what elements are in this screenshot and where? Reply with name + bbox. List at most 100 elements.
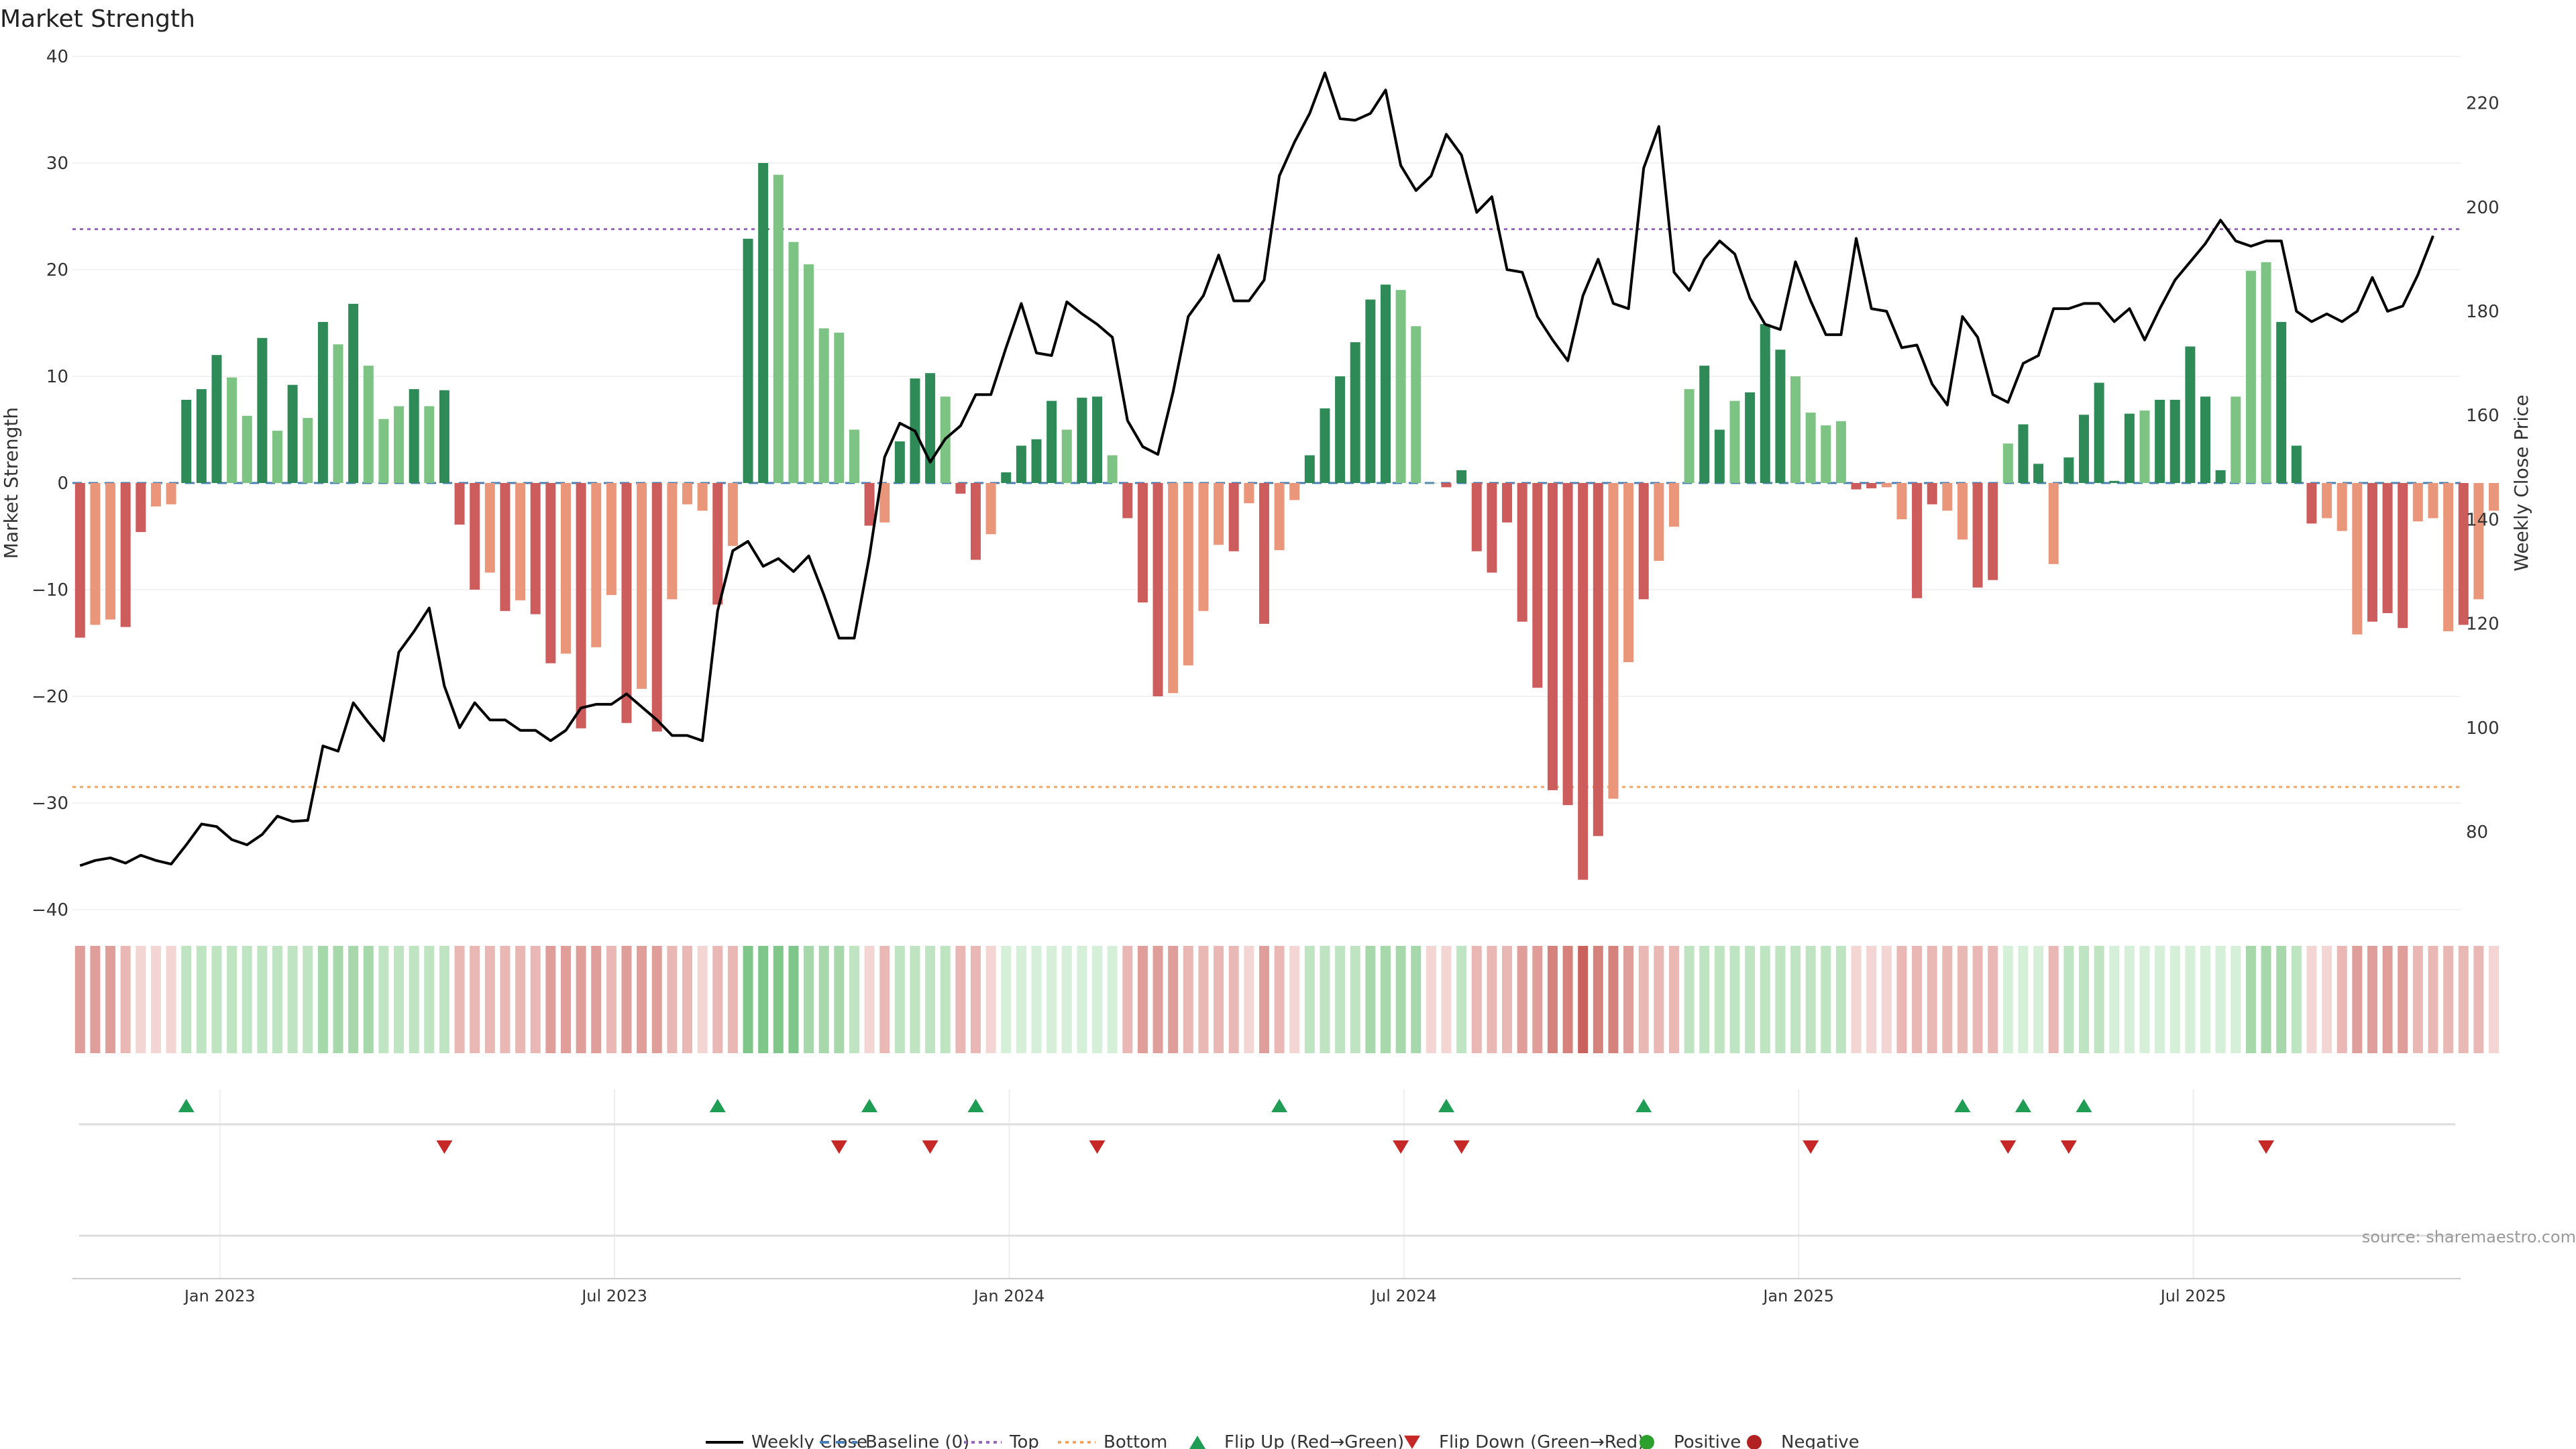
band-cell: [2382, 946, 2393, 1053]
band-cell: [834, 946, 845, 1053]
left-tick-label: 30: [46, 154, 68, 174]
strength-bar: [2139, 410, 2150, 483]
band-cell: [1972, 946, 1983, 1053]
left-tick-label: −40: [32, 900, 68, 920]
right-tick-label: 140: [2466, 510, 2500, 530]
strength-bar: [2337, 483, 2347, 531]
legend-icon-dot: [1640, 1435, 1654, 1449]
strength-bar: [1623, 483, 1634, 663]
strength-bar: [955, 483, 966, 494]
strength-bar: [272, 431, 283, 483]
band-cell: [1835, 946, 1846, 1053]
band-cell: [1395, 946, 1406, 1053]
strength-bar: [1638, 483, 1649, 600]
strength-bar: [136, 483, 146, 533]
legend-icon-triangle-up: [1189, 1436, 1205, 1449]
legend-item: Flip Down (Green→Red): [1404, 1432, 1644, 1449]
band-cell: [317, 946, 328, 1053]
band-cell: [2048, 946, 2059, 1053]
strength-bar: [1274, 483, 1285, 551]
band-cell: [2139, 946, 2150, 1053]
band-cell: [1988, 946, 1998, 1053]
band-cell: [2291, 946, 2302, 1053]
band-cell: [2215, 946, 2226, 1053]
strength-bar: [667, 483, 678, 600]
strength-bar: [1881, 483, 1892, 488]
strength-bar: [2322, 483, 2332, 519]
band-cell: [181, 946, 192, 1053]
band-cell: [500, 946, 511, 1053]
band-cell: [1942, 946, 1953, 1053]
band-cell: [1881, 946, 1892, 1053]
strength-bar: [1593, 483, 1603, 837]
legend-label: Top: [1009, 1432, 1039, 1449]
strength-bar: [1729, 400, 1740, 483]
band-cell: [1350, 946, 1360, 1053]
band-cell: [1821, 946, 1831, 1053]
strength-bar: [621, 483, 632, 723]
flip-markers-panel: [79, 1099, 2455, 1237]
strength-bar: [849, 429, 859, 483]
strength-bar: [394, 406, 405, 483]
weekly-close-series: [79, 71, 2434, 867]
strength-bar: [1152, 483, 1163, 696]
band-cell: [758, 946, 769, 1053]
strength-bar: [1562, 483, 1573, 806]
strength-bar: [1092, 396, 1103, 483]
flip-up-marker: [1438, 1099, 1455, 1112]
strength-bar: [758, 163, 769, 483]
band-cell: [985, 946, 996, 1053]
band-cell: [804, 946, 814, 1053]
strength-bar: [500, 483, 511, 611]
band-cell: [1335, 946, 1346, 1053]
band-cell: [1228, 946, 1239, 1053]
strength-bar: [1851, 483, 1862, 490]
strength-bar: [2291, 445, 2302, 483]
band-cell: [1957, 946, 1968, 1053]
strength-bar: [925, 373, 936, 483]
band-cell: [1016, 946, 1026, 1053]
band-cell: [1912, 946, 1923, 1053]
band-cell: [333, 946, 343, 1053]
strength-bar: [1016, 445, 1026, 483]
band-cell: [150, 946, 161, 1053]
strength-bar: [2261, 262, 2271, 483]
strength-bar: [2033, 464, 2044, 483]
band-cell: [788, 946, 799, 1053]
strength-bar: [1927, 483, 1937, 504]
right-tick-label: 160: [2466, 406, 2500, 426]
band-cell: [1137, 946, 1148, 1053]
band-cell: [227, 946, 237, 1053]
band-cell: [378, 946, 389, 1053]
flip-up-marker: [967, 1099, 984, 1112]
x-tick-label: Jul 2023: [580, 1287, 647, 1305]
band-cell: [1623, 946, 1634, 1053]
right-tick-label: 80: [2466, 822, 2488, 843]
band-cell: [454, 946, 465, 1053]
legend-item: Baseline (0): [820, 1432, 969, 1449]
strength-bar: [1775, 350, 1786, 483]
strength-bar: [317, 321, 328, 483]
band-cell: [2231, 946, 2241, 1053]
band-cell: [1152, 946, 1163, 1053]
band-cell: [1274, 946, 1285, 1053]
band-cell: [1547, 946, 1558, 1053]
band-cell: [211, 946, 222, 1053]
strength-heat-band: [74, 946, 2499, 1053]
band-cell: [1289, 946, 1300, 1053]
strength-bar: [2185, 346, 2196, 483]
band-cell: [1077, 946, 1087, 1053]
band-cell: [1441, 946, 1452, 1053]
strength-bar: [1183, 483, 1193, 665]
strength-bar: [2398, 483, 2408, 629]
flip-down-marker: [2000, 1140, 2017, 1154]
strength-bar: [1258, 483, 1269, 624]
flip-down-marker: [2258, 1140, 2275, 1154]
legend-item: Top: [964, 1432, 1039, 1449]
strength-bar: [2200, 396, 2211, 483]
band-cell: [712, 946, 723, 1053]
band-cell: [2109, 946, 2120, 1053]
flip-down-marker: [1393, 1140, 1409, 1154]
strength-bar: [2018, 424, 2029, 483]
band-cell: [1562, 946, 1573, 1053]
